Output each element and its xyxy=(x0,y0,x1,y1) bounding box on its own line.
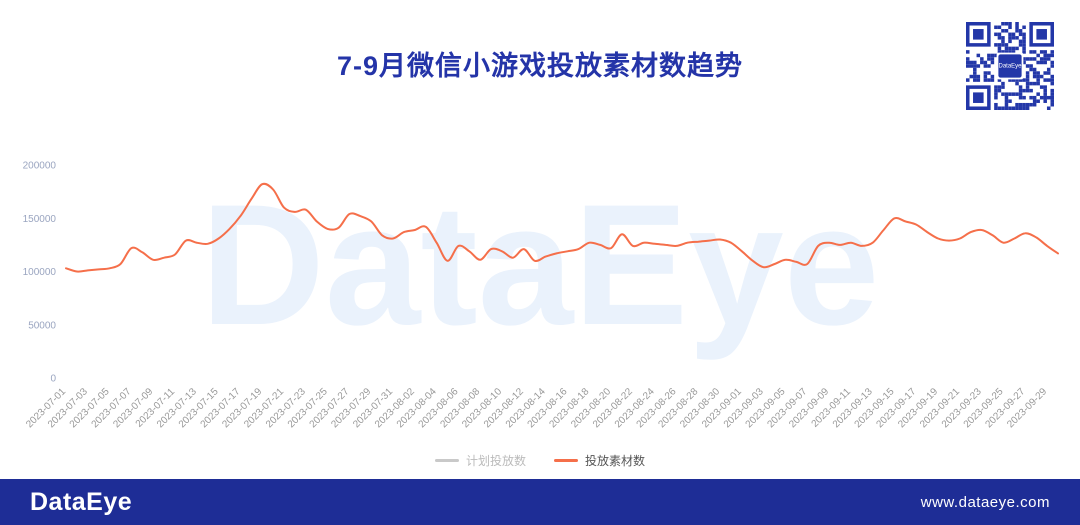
legend-label-plan-count: 计划投放数 xyxy=(465,454,526,468)
y-axis-tick-label: 150000 xyxy=(23,214,57,225)
y-axis-tick-label: 200000 xyxy=(23,161,57,172)
chart-canvas: 0500001000001500002000002023-07-012023-0… xyxy=(23,161,1059,430)
legend-swatch-material-count xyxy=(554,459,578,462)
y-axis-tick-label: 50000 xyxy=(28,320,56,331)
y-axis-tick-label: 0 xyxy=(50,374,56,385)
legend-item-plan-count[interactable]: 计划投放数 xyxy=(434,452,526,469)
legend-label-material-count: 投放素材数 xyxy=(585,454,646,468)
qr-center-label: DataEye xyxy=(999,63,1023,69)
legend-item-material-count[interactable]: 投放素材数 xyxy=(554,452,645,469)
footer-url: www.dataeye.com xyxy=(920,493,1050,511)
series-line-material-count xyxy=(65,182,1059,273)
footer-bar: DataEye www.dataeye.com xyxy=(0,479,1080,525)
page-title: 7-9月微信小游戏投放素材数趋势 xyxy=(336,51,744,81)
qr-code: DataEye xyxy=(966,22,1054,110)
legend-swatch-plan-count xyxy=(434,459,459,462)
trend-line-chart: DataEye 0 50000 100000 150000 200000 2023-07-… xyxy=(0,130,1080,460)
qr-code-graphic: DataEye xyxy=(966,22,1054,110)
chart-legend: 计划投放数 投放素材数 xyxy=(0,452,1080,469)
dataeye-logo: DataEye xyxy=(30,487,133,516)
y-axis-tick-label: 100000 xyxy=(23,267,57,278)
